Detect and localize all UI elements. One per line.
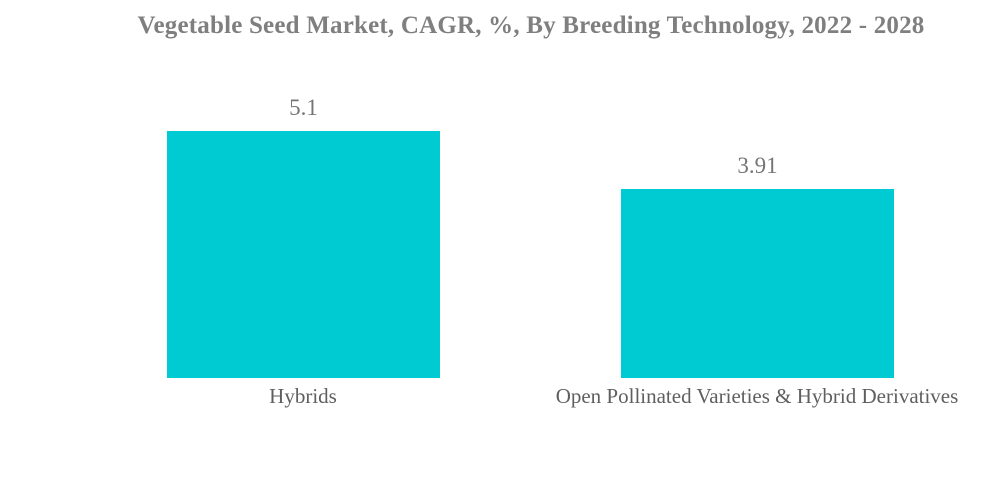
x-axis-labels: Hybrids Open Pollinated Varieties & Hybr… (0, 384, 1000, 414)
bar-group-hybrids: 5.1 (167, 0, 440, 378)
category-label-hybrids: Hybrids (269, 384, 337, 408)
bar-group-open-pollinated: 3.91 (621, 0, 894, 378)
bar-value-label-open-pollinated: 3.91 (737, 153, 778, 178)
bar-hybrids (167, 131, 440, 378)
bar-value-label-hybrids: 5.1 (289, 95, 318, 120)
plot-area: 5.1 3.91 (167, 0, 894, 378)
chart-title: Vegetable Seed Market, CAGR, %, By Breed… (137, 12, 925, 39)
category-label-open-pollinated: Open Pollinated Varieties & Hybrid Deriv… (555, 384, 959, 408)
bar-open-pollinated (621, 189, 894, 378)
